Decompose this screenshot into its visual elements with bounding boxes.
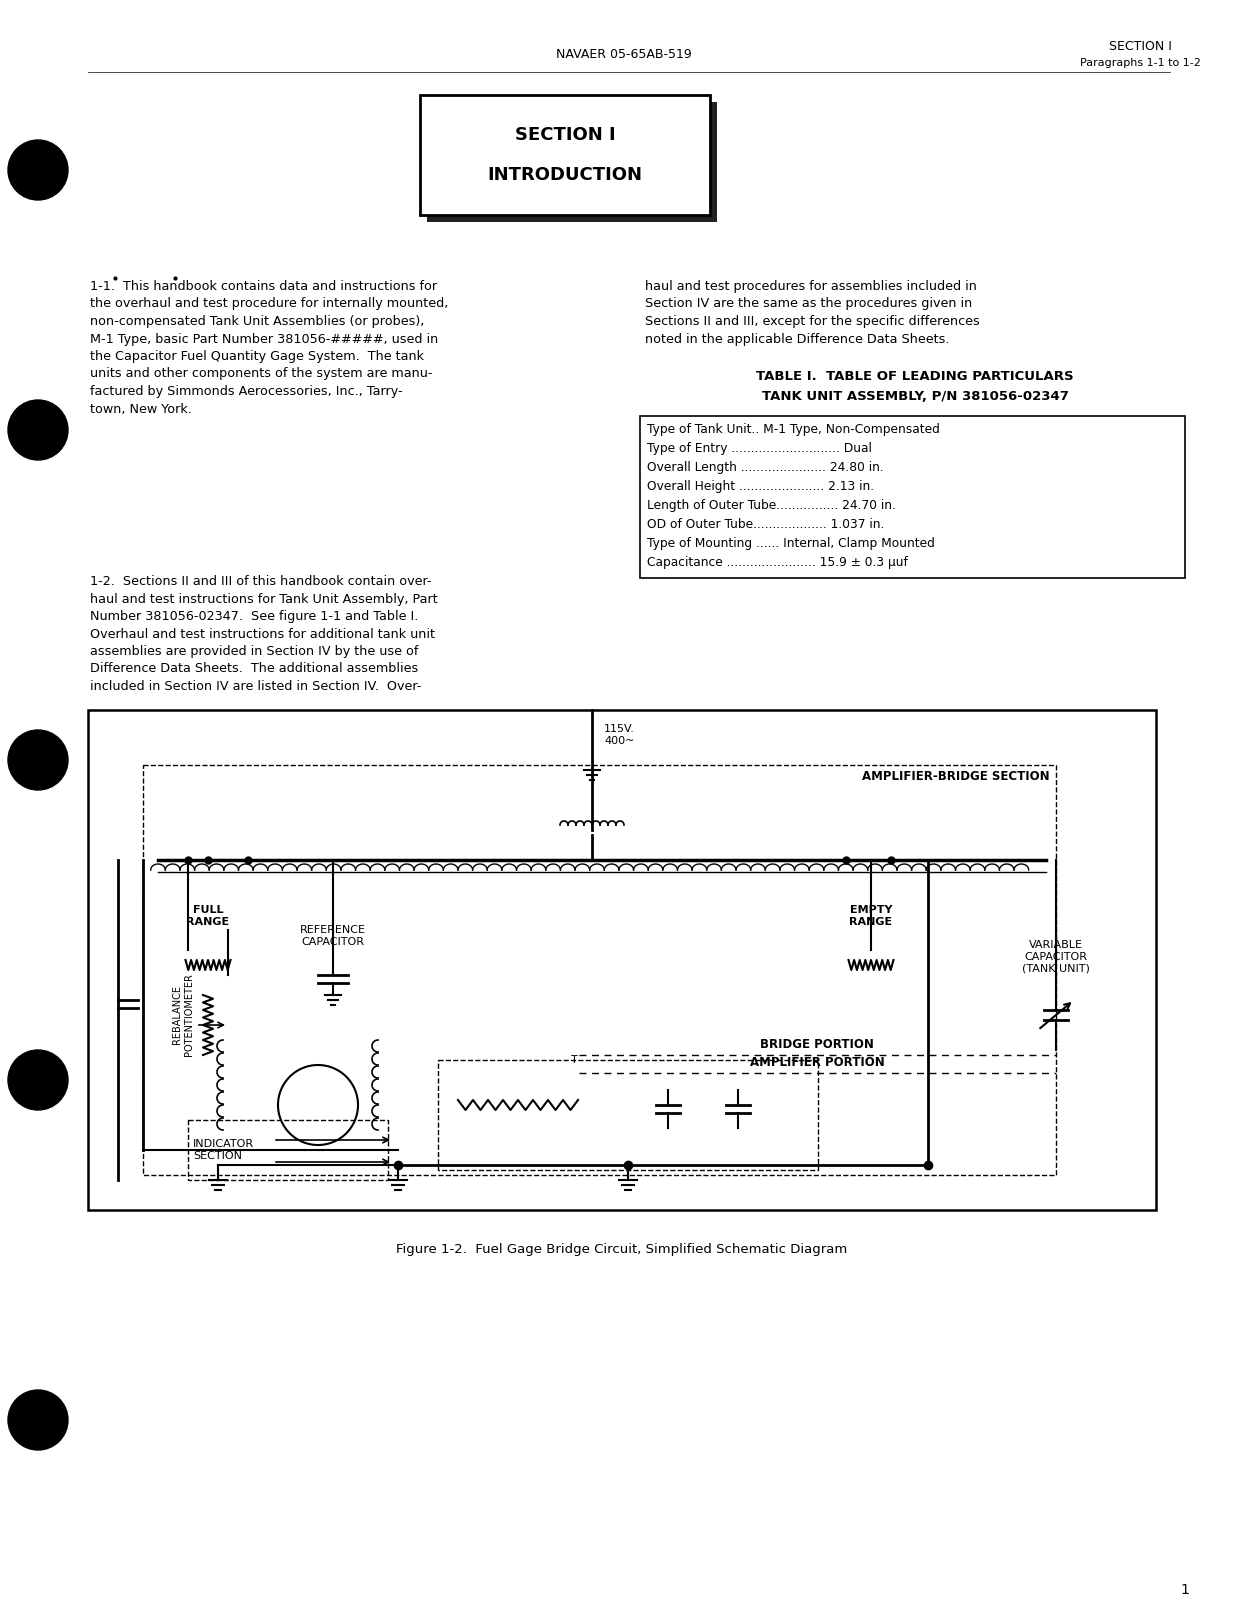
Text: EMPTY
RANGE: EMPTY RANGE <box>849 905 893 926</box>
Text: Overall Length ...................... 24.80 in.: Overall Length ...................... 24… <box>647 461 884 474</box>
Circle shape <box>7 139 67 200</box>
Text: Type of Entry ............................ Dual: Type of Entry ..........................… <box>647 443 872 456</box>
Text: VARIABLE
CAPACITOR
(TANK UNIT): VARIABLE CAPACITOR (TANK UNIT) <box>1022 941 1090 973</box>
Text: T: T <box>571 1054 577 1066</box>
Text: TABLE I.  TABLE OF LEADING PARTICULARS: TABLE I. TABLE OF LEADING PARTICULARS <box>756 370 1074 383</box>
Bar <box>142 766 1055 1174</box>
Text: 1-1.  This handbook contains data and instructions for
the overhaul and test pro: 1-1. This handbook contains data and ins… <box>90 281 448 415</box>
Text: haul and test procedures for assemblies included in
Section IV are the same as t: haul and test procedures for assemblies … <box>644 281 979 345</box>
Text: TANK UNIT ASSEMBLY, P/N 381056-02347: TANK UNIT ASSEMBLY, P/N 381056-02347 <box>762 389 1068 402</box>
Text: OD of Outer Tube................... 1.037 in.: OD of Outer Tube................... 1.03… <box>647 517 884 530</box>
Text: Capacitance ....................... 15.9 ± 0.3 μuf: Capacitance ....................... 15.9… <box>647 556 908 569</box>
Bar <box>639 415 1185 577</box>
Text: INDICATOR
SECTION: INDICATOR SECTION <box>194 1139 254 1161</box>
Text: AMPLIFIER PORTION: AMPLIFIER PORTION <box>749 1056 884 1069</box>
Text: NAVAER 05-65AB-519: NAVAER 05-65AB-519 <box>556 49 692 62</box>
FancyBboxPatch shape <box>427 102 717 222</box>
Text: Type of Mounting ...... Internal, Clamp Mounted: Type of Mounting ...... Internal, Clamp … <box>647 537 934 550</box>
FancyBboxPatch shape <box>420 96 709 216</box>
Text: Type of Tank Unit.. M-1 Type, Non-Compensated: Type of Tank Unit.. M-1 Type, Non-Compen… <box>647 423 940 436</box>
Text: Figure 1-2.  Fuel Gage Bridge Circuit, Simplified Schematic Diagram: Figure 1-2. Fuel Gage Bridge Circuit, Si… <box>396 1244 848 1257</box>
Text: Length of Outer Tube................ 24.70 in.: Length of Outer Tube................ 24.… <box>647 500 896 513</box>
Text: REBALANCE
POTENTIOMETER: REBALANCE POTENTIOMETER <box>172 973 194 1056</box>
Text: INTRODUCTION: INTRODUCTION <box>487 165 642 183</box>
Circle shape <box>7 730 67 790</box>
Text: BRIDGE PORTION: BRIDGE PORTION <box>761 1038 874 1051</box>
Text: FULL
RANGE: FULL RANGE <box>186 905 230 926</box>
Text: 1: 1 <box>1180 1583 1189 1598</box>
Bar <box>87 710 1157 1210</box>
Text: 1-2.  Sections II and III of this handbook contain over-
haul and test instructi: 1-2. Sections II and III of this handboo… <box>90 576 437 693</box>
Text: Overall Height ...................... 2.13 in.: Overall Height ...................... 2.… <box>647 480 874 493</box>
Circle shape <box>7 1049 67 1109</box>
Text: REFERENCE
CAPACITOR: REFERENCE CAPACITOR <box>300 925 366 947</box>
Circle shape <box>7 1390 67 1450</box>
Bar <box>438 1061 818 1169</box>
Circle shape <box>7 401 67 461</box>
Text: Paragraphs 1-1 to 1-2: Paragraphs 1-1 to 1-2 <box>1079 58 1200 68</box>
Text: SECTION I: SECTION I <box>515 127 616 144</box>
Bar <box>189 1121 388 1179</box>
Text: AMPLIFIER-BRIDGE SECTION: AMPLIFIER-BRIDGE SECTION <box>862 770 1050 783</box>
Text: 115V.
400~: 115V. 400~ <box>605 723 634 746</box>
Text: SECTION I: SECTION I <box>1109 41 1172 54</box>
